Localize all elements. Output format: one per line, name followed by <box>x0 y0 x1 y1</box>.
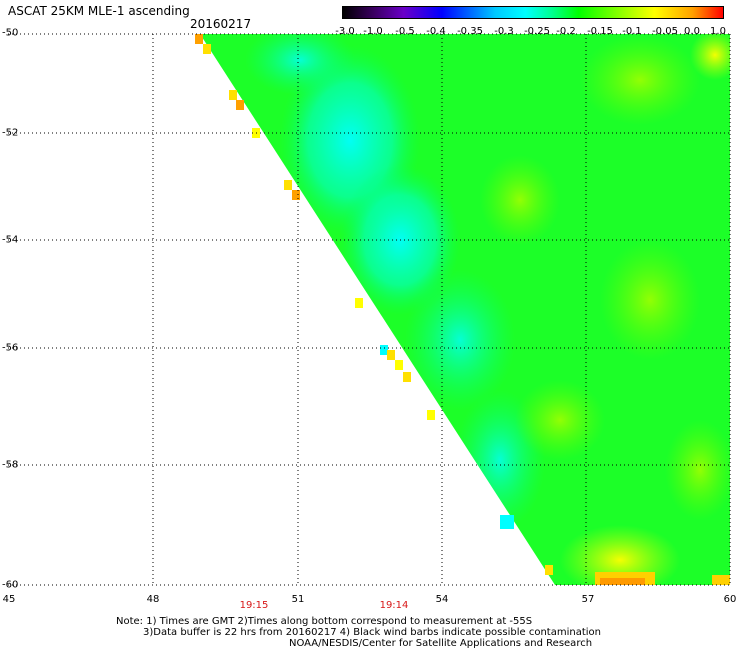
latitude-label: -56 <box>2 342 19 354</box>
longitude-label: 48 <box>146 594 160 605</box>
longitude-label: 51 <box>291 594 305 605</box>
colorbar-label: -0.35 <box>457 26 483 37</box>
graticule <box>8 33 731 586</box>
footnote-line-2: 3)Data buffer is 22 hrs from 20160217 4)… <box>143 627 601 638</box>
latitude-label: -50 <box>2 27 19 39</box>
swath-field <box>200 34 730 585</box>
colorbar-label: -0.05 <box>652 26 678 37</box>
longitude-label: 60 <box>723 594 737 605</box>
footnote-credit: NOAA/NESDIS/Center for Satellite Applica… <box>289 638 593 649</box>
colorbar-label: -3.0 <box>335 26 355 37</box>
colorbar-label: 0.0 <box>684 26 700 37</box>
latitude-label: -58 <box>2 459 19 471</box>
latitude-label: -60 <box>2 579 19 591</box>
colorbar-label: -0.25 <box>524 26 550 37</box>
colorbar <box>342 6 724 19</box>
colorbar-label: -0.15 <box>587 26 613 37</box>
longitude-label: 54 <box>435 594 449 605</box>
map-date: 20160217 <box>190 17 252 31</box>
colorbar-label: -0.5 <box>395 26 415 37</box>
longitude-label: 45 <box>2 594 16 605</box>
colorbar-label: -0.1 <box>622 26 642 37</box>
colorbar-label: -0.4 <box>426 26 446 37</box>
colorbar-label: -0.3 <box>494 26 514 37</box>
longitude-label: 57 <box>581 594 595 605</box>
colorbar-label: -1.0 <box>363 26 383 37</box>
latitude-label: -52 <box>2 127 19 139</box>
map-title: ASCAT 25KM MLE-1 ascending <box>8 4 190 18</box>
latitude-label: -54 <box>2 234 19 246</box>
time-label: 19:15 <box>239 600 269 611</box>
colorbar-label: -0.2 <box>556 26 576 37</box>
colorbar-label: 1.0 <box>710 26 726 37</box>
footnote-line-1: Note: 1) Times are GMT 2)Times along bot… <box>116 616 533 627</box>
time-label: 19:14 <box>379 600 409 611</box>
